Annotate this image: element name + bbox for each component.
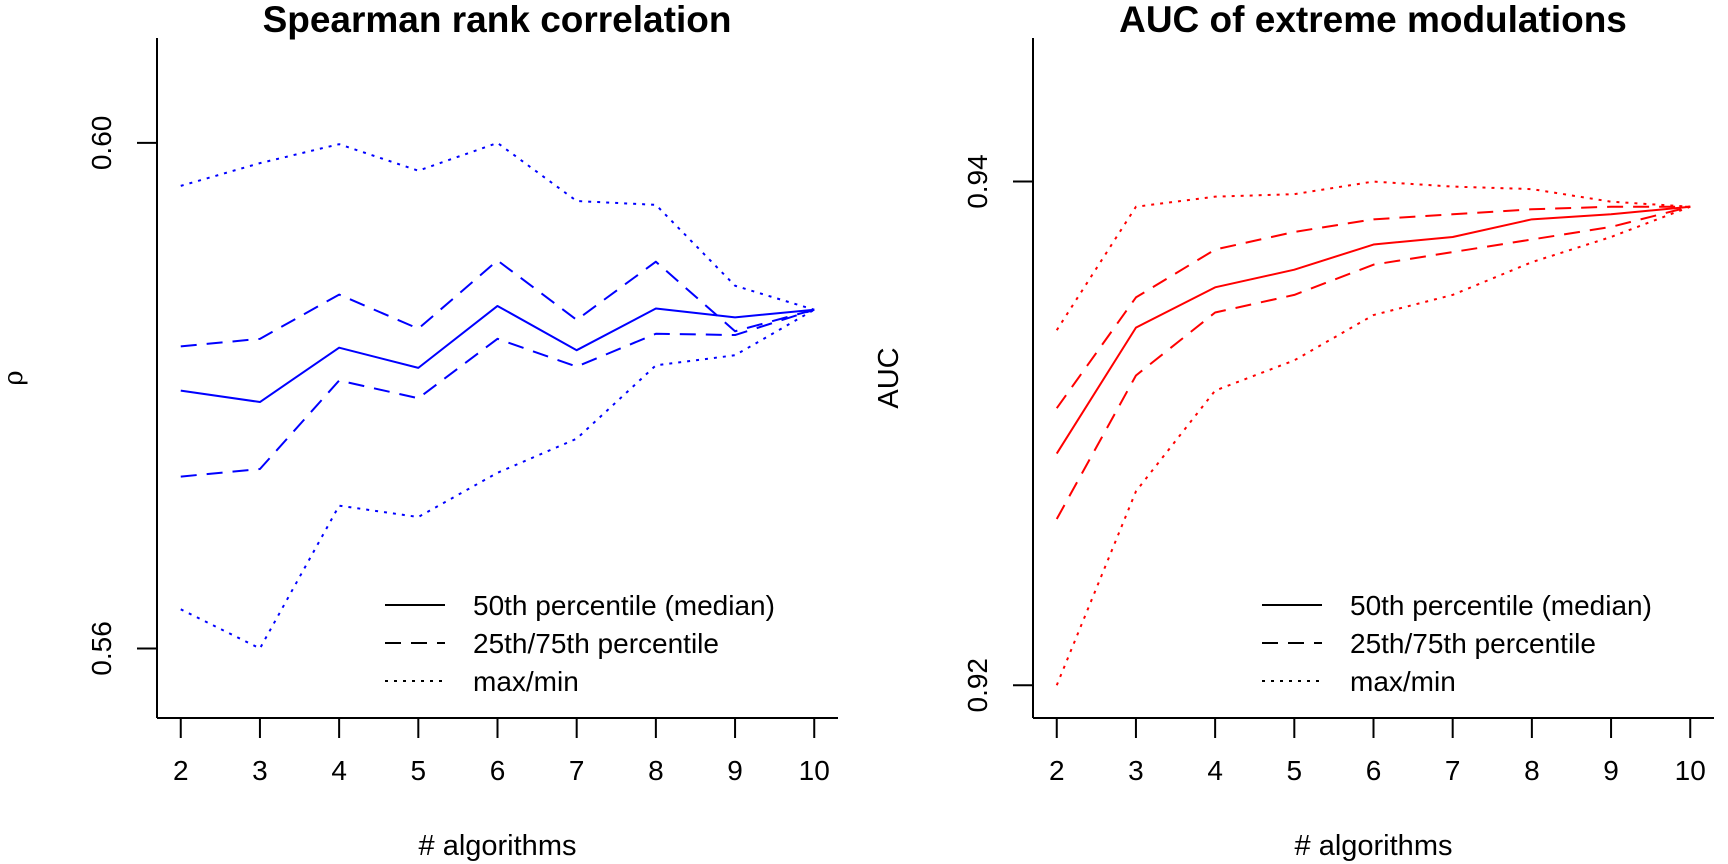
x-axis-label: # algorithms <box>419 830 577 862</box>
x-axis-label: # algorithms <box>1295 830 1453 862</box>
x-tick-label: 5 <box>411 755 427 786</box>
series-line-dashed <box>180 259 815 348</box>
chart-title: AUC of extreme modulations <box>1119 0 1627 40</box>
legend-label: 50th percentile (median) <box>1350 590 1652 621</box>
x-tick-label: 8 <box>648 755 664 786</box>
x-tick-label: 4 <box>1207 755 1223 786</box>
y-axis-label: ρ <box>0 370 29 385</box>
x-tick-label: 9 <box>1603 755 1619 786</box>
x-tick-label: 7 <box>569 755 585 786</box>
series-line-solid <box>180 304 815 404</box>
y-tick-label: 0.92 <box>962 658 993 713</box>
series-line-dotted <box>1055 205 1691 686</box>
y-tick-label: 0.60 <box>86 116 117 171</box>
x-tick-label: 6 <box>490 755 506 786</box>
x-tick-label: 4 <box>331 755 347 786</box>
x-tick-label: 2 <box>173 755 189 786</box>
legend-label: max/min <box>473 666 579 697</box>
x-tick-label: 7 <box>1445 755 1461 786</box>
x-tick-label: 3 <box>252 755 268 786</box>
series-line-dashed <box>1055 205 1691 520</box>
x-tick-label: 6 <box>1366 755 1382 786</box>
y-tick-label: 0.56 <box>86 621 117 676</box>
series-line-dotted <box>1055 180 1691 331</box>
legend-label: 25th/75th percentile <box>473 628 719 659</box>
y-axis-label: AUC <box>873 347 905 408</box>
chart-title: Spearman rank correlation <box>263 0 732 40</box>
series-line-dotted <box>180 141 815 311</box>
x-tick-label: 2 <box>1049 755 1065 786</box>
x-tick-label: 9 <box>727 755 743 786</box>
x-tick-label: 10 <box>799 755 830 786</box>
series-line-solid <box>1055 205 1691 455</box>
legend-label: 25th/75th percentile <box>1350 628 1596 659</box>
y-tick-label: 0.94 <box>962 154 993 209</box>
x-tick-label: 5 <box>1287 755 1303 786</box>
x-tick-label: 3 <box>1128 755 1144 786</box>
x-tick-label: 8 <box>1524 755 1540 786</box>
x-tick-label: 10 <box>1675 755 1706 786</box>
legend-label: 50th percentile (median) <box>473 590 775 621</box>
panel-spearman: Spearman rank correlation 2 3 4 5 6 7 8 9 10 0.56 0… <box>0 0 838 862</box>
legend-label: max/min <box>1350 666 1456 697</box>
series-line-dashed <box>1055 205 1691 409</box>
panel-auc: AUC of extreme modulations 2 3 4 5 6 7 8 9 10 0.92… <box>873 0 1714 862</box>
series-line-dashed <box>180 308 815 478</box>
